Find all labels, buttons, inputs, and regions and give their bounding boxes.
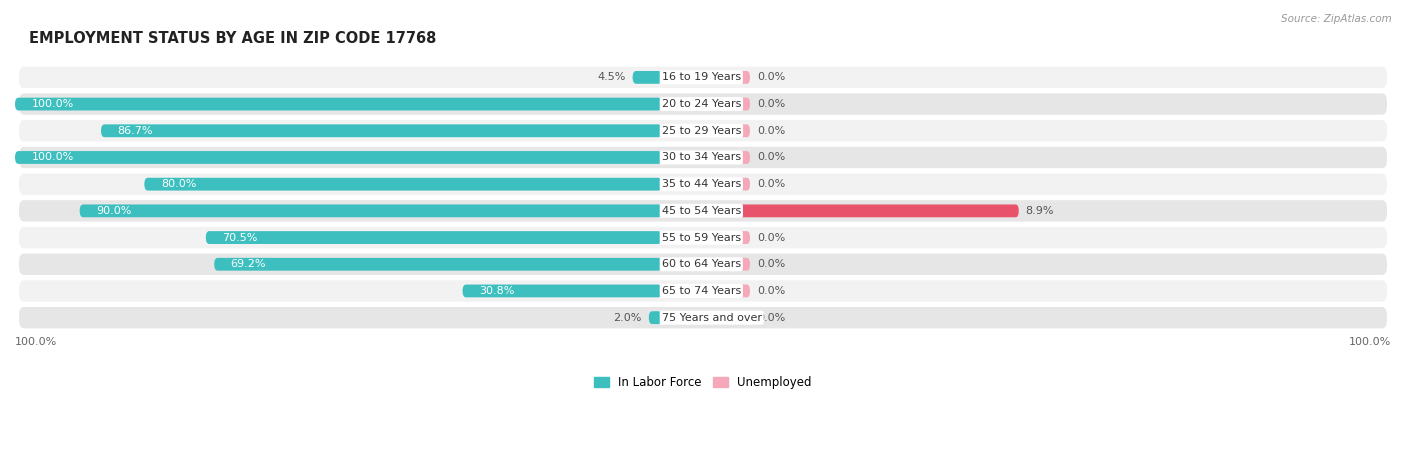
Text: 4.5%: 4.5% bbox=[598, 72, 626, 82]
Text: 80.0%: 80.0% bbox=[160, 179, 197, 189]
FancyBboxPatch shape bbox=[662, 151, 749, 164]
FancyBboxPatch shape bbox=[463, 284, 662, 297]
Text: 20 to 24 Years: 20 to 24 Years bbox=[662, 99, 741, 109]
FancyBboxPatch shape bbox=[20, 94, 1386, 115]
Text: Source: ZipAtlas.com: Source: ZipAtlas.com bbox=[1281, 14, 1392, 23]
Text: 35 to 44 Years: 35 to 44 Years bbox=[662, 179, 741, 189]
FancyBboxPatch shape bbox=[662, 98, 749, 111]
Text: 30.8%: 30.8% bbox=[479, 286, 515, 296]
Text: 55 to 59 Years: 55 to 59 Years bbox=[662, 233, 741, 243]
FancyBboxPatch shape bbox=[662, 311, 749, 324]
Text: 16 to 19 Years: 16 to 19 Years bbox=[662, 72, 741, 82]
FancyBboxPatch shape bbox=[205, 231, 662, 244]
FancyBboxPatch shape bbox=[662, 124, 749, 137]
Text: 75 Years and over: 75 Years and over bbox=[662, 313, 762, 323]
Text: 69.2%: 69.2% bbox=[231, 259, 266, 269]
FancyBboxPatch shape bbox=[20, 307, 1386, 328]
FancyBboxPatch shape bbox=[80, 204, 662, 217]
Text: EMPLOYMENT STATUS BY AGE IN ZIP CODE 17768: EMPLOYMENT STATUS BY AGE IN ZIP CODE 177… bbox=[28, 31, 436, 46]
Text: 0.0%: 0.0% bbox=[756, 126, 785, 136]
Text: 0.0%: 0.0% bbox=[756, 179, 785, 189]
FancyBboxPatch shape bbox=[20, 147, 1386, 168]
FancyBboxPatch shape bbox=[20, 200, 1386, 221]
FancyBboxPatch shape bbox=[662, 204, 1019, 217]
Text: 100.0%: 100.0% bbox=[31, 153, 73, 162]
FancyBboxPatch shape bbox=[20, 67, 1386, 88]
Text: 45 to 54 Years: 45 to 54 Years bbox=[662, 206, 741, 216]
FancyBboxPatch shape bbox=[662, 231, 749, 244]
FancyBboxPatch shape bbox=[214, 258, 662, 270]
FancyBboxPatch shape bbox=[101, 124, 662, 137]
Text: 100.0%: 100.0% bbox=[1348, 337, 1391, 347]
FancyBboxPatch shape bbox=[662, 178, 749, 191]
Text: 0.0%: 0.0% bbox=[756, 72, 785, 82]
Text: 86.7%: 86.7% bbox=[118, 126, 153, 136]
Text: 0.0%: 0.0% bbox=[756, 286, 785, 296]
FancyBboxPatch shape bbox=[20, 120, 1386, 141]
Text: 0.0%: 0.0% bbox=[756, 233, 785, 243]
Text: 90.0%: 90.0% bbox=[96, 206, 132, 216]
FancyBboxPatch shape bbox=[20, 280, 1386, 302]
FancyBboxPatch shape bbox=[662, 258, 749, 270]
FancyBboxPatch shape bbox=[15, 98, 662, 111]
Legend: In Labor Force, Unemployed: In Labor Force, Unemployed bbox=[589, 371, 817, 393]
Text: 100.0%: 100.0% bbox=[31, 99, 73, 109]
Text: 0.0%: 0.0% bbox=[756, 313, 785, 323]
FancyBboxPatch shape bbox=[648, 311, 662, 324]
FancyBboxPatch shape bbox=[20, 227, 1386, 248]
Text: 30 to 34 Years: 30 to 34 Years bbox=[662, 153, 741, 162]
Text: 0.0%: 0.0% bbox=[756, 259, 785, 269]
Text: 70.5%: 70.5% bbox=[222, 233, 257, 243]
FancyBboxPatch shape bbox=[662, 284, 749, 297]
Text: 0.0%: 0.0% bbox=[756, 153, 785, 162]
FancyBboxPatch shape bbox=[15, 151, 662, 164]
FancyBboxPatch shape bbox=[20, 174, 1386, 195]
Text: 65 to 74 Years: 65 to 74 Years bbox=[662, 286, 741, 296]
FancyBboxPatch shape bbox=[662, 71, 749, 84]
FancyBboxPatch shape bbox=[20, 254, 1386, 275]
Text: 8.9%: 8.9% bbox=[1025, 206, 1054, 216]
Text: 25 to 29 Years: 25 to 29 Years bbox=[662, 126, 741, 136]
Text: 60 to 64 Years: 60 to 64 Years bbox=[662, 259, 741, 269]
Text: 2.0%: 2.0% bbox=[613, 313, 643, 323]
Text: 100.0%: 100.0% bbox=[15, 337, 58, 347]
FancyBboxPatch shape bbox=[633, 71, 662, 84]
FancyBboxPatch shape bbox=[145, 178, 662, 191]
Text: 0.0%: 0.0% bbox=[756, 99, 785, 109]
